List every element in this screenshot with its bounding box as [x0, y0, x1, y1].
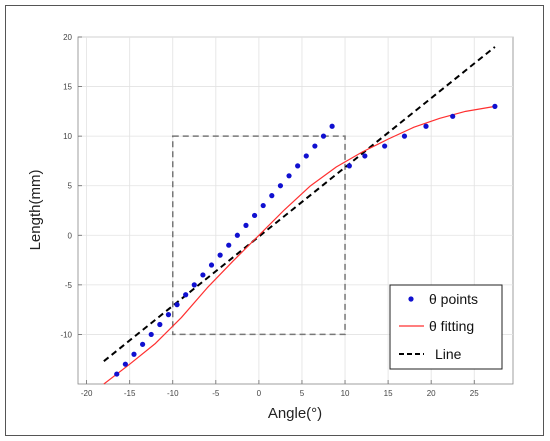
data-point-6	[165, 312, 172, 318]
data-point-1	[122, 361, 128, 367]
data-point-22	[303, 153, 309, 159]
x-axis-label: Angle(°)	[268, 405, 322, 422]
data-point-30	[423, 123, 429, 129]
series-points	[114, 103, 498, 377]
line-series-path	[103, 46, 496, 362]
dashed-box	[172, 135, 346, 336]
fitting-series-path	[103, 105, 496, 385]
data-point-32	[492, 103, 498, 109]
data-point-27	[362, 153, 368, 159]
y-tick-label-5: 15	[63, 83, 72, 92]
y-ticks: -10 -5 0 5 10 15 20	[60, 33, 82, 339]
data-point-10	[200, 272, 206, 278]
x-tick-label-3: -5	[212, 389, 220, 398]
y-tick-label-6: 20	[63, 33, 72, 42]
y-tick-label-2: 0	[68, 231, 73, 240]
data-point-3	[140, 341, 146, 347]
dashed-box-rect	[172, 135, 346, 336]
data-point-17	[260, 202, 266, 209]
data-point-2	[131, 351, 137, 357]
data-point-23	[312, 143, 318, 149]
y-tick-label-3: 5	[68, 182, 73, 191]
data-point-25	[329, 123, 335, 129]
data-point-8	[183, 292, 189, 298]
data-point-31	[450, 113, 456, 119]
data-point-14	[234, 232, 240, 238]
legend-marker-points	[408, 296, 414, 302]
series-line	[103, 46, 496, 362]
data-point-20	[286, 173, 292, 179]
x-tick-label-7: 15	[384, 389, 393, 398]
x-ticks: -20 -15 -10 -5 0 5 10 15 20 25	[81, 380, 479, 398]
data-point-24	[320, 133, 327, 139]
y-tick-label-0: -10	[60, 330, 72, 339]
data-point-19	[277, 183, 284, 189]
data-point-18	[269, 193, 275, 199]
y-axis-label: Length(mm)	[27, 170, 44, 251]
y-tick-label-4: 10	[63, 132, 72, 141]
data-point-16	[251, 212, 258, 219]
x-tick-label-5: 5	[300, 389, 305, 398]
data-point-11	[208, 262, 215, 268]
data-point-5	[157, 321, 163, 328]
data-point-0	[114, 371, 120, 377]
x-tick-label-4: 0	[257, 389, 262, 398]
legend-label-fitting: θ fitting	[429, 318, 474, 334]
data-point-21	[295, 163, 301, 169]
data-point-26	[346, 163, 352, 169]
data-point-29	[401, 133, 408, 139]
x-tick-label-6: 10	[341, 389, 350, 398]
x-tick-label-9: 25	[470, 389, 479, 398]
x-tick-label-8: 20	[427, 389, 436, 398]
x-tick-label-0: -20	[81, 389, 93, 398]
legend-label-points: θ points	[429, 291, 478, 307]
y-tick-label-1: -5	[65, 281, 73, 290]
x-tick-label-2: -10	[167, 389, 179, 398]
data-point-4	[148, 331, 154, 338]
data-point-13	[226, 242, 232, 248]
data-point-9	[191, 282, 197, 288]
data-point-12	[217, 252, 223, 258]
legend-label-line: Line	[435, 346, 462, 362]
x-tick-label-1: -15	[124, 389, 136, 398]
series-fitting	[103, 105, 496, 385]
legend: θ points θ fitting Line	[389, 284, 503, 370]
data-point-7	[174, 302, 180, 308]
data-point-15	[243, 222, 249, 228]
data-point-28	[382, 143, 388, 149]
